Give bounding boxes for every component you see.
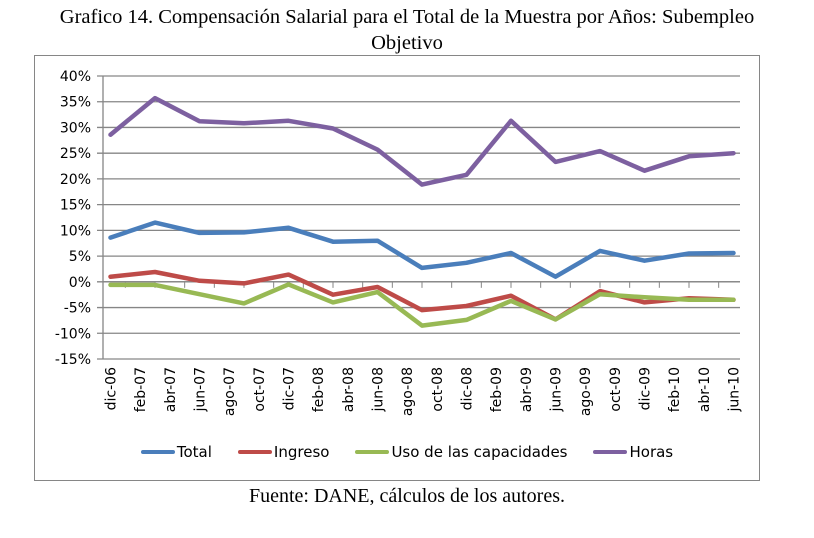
legend-swatch (355, 450, 390, 454)
x-tick-label: ago-08 (400, 367, 416, 416)
legend-item: Ingreso (237, 443, 330, 461)
figure-title-line1: Grafico 14. Compensación Salarial para e… (59, 6, 755, 28)
y-tick-label: 15% (60, 198, 91, 214)
x-tick-label: oct-09 (608, 367, 624, 412)
x-tick-label: dic-07 (282, 367, 298, 410)
x-tick-label: ago-09 (578, 367, 594, 416)
figure-title-line2: Objetivo (371, 32, 443, 54)
series-line-ingreso (108, 269, 736, 322)
x-tick-label: jun-08 (371, 367, 387, 413)
x-tick-label: abr-10 (697, 367, 713, 412)
legend-swatch (593, 450, 628, 454)
legend-item: Uso de las capacidades (355, 443, 567, 461)
series-lines (108, 95, 736, 328)
x-tick-label: feb-07 (133, 367, 149, 412)
x-axis-tick-labels: dic-06 feb-07 abr-07 jun-07 ago-07 oct-07 dic-… (104, 367, 743, 416)
chart-frame (34, 55, 760, 481)
y-tick-label: 5% (69, 249, 91, 265)
y-tick-label: -10% (55, 326, 91, 342)
figure-title: Grafico 14. Compensación Salarial para e… (0, 4, 814, 56)
legend-swatch (237, 450, 272, 454)
x-tick-label: jun-07 (193, 367, 209, 413)
legend-swatch (140, 450, 175, 454)
x-tick-label: abr-07 (163, 367, 179, 412)
legend-item: Total (140, 443, 212, 461)
y-axis-tick-labels: -15% -10% -5% 0% 5% 10% 15% 20% 25% 30% 35% 40% (55, 69, 91, 368)
x-tick-label: dic-06 (104, 367, 120, 410)
series-line-horas (108, 95, 736, 187)
y-tick-label: 10% (60, 223, 91, 239)
x-tick-label: abr-08 (341, 367, 357, 412)
series-line-total (108, 220, 736, 279)
x-tick-label: feb-09 (489, 367, 505, 412)
x-tick-label: feb-08 (311, 367, 327, 412)
x-tick-label: abr-09 (519, 367, 535, 412)
x-tick-label: ago-07 (222, 367, 238, 416)
legend-label: Total (176, 443, 212, 461)
y-tick-label: 30% (60, 120, 91, 136)
x-tick-label: oct-08 (430, 367, 446, 412)
y-tick-label: -15% (55, 352, 91, 368)
y-tick-label: 20% (60, 172, 91, 188)
x-tick-label: feb-10 (667, 367, 683, 412)
y-tick-label: 25% (60, 146, 91, 162)
legend-label: Uso de las capacidades (391, 443, 568, 461)
x-tick-label: jun-09 (549, 367, 565, 413)
legend-item: Horas (593, 443, 673, 461)
x-tick-label: jun-10 (727, 367, 743, 413)
source-note: Fuente: DANE, cálculos de los autores. (248, 485, 566, 507)
x-tick-label: oct-07 (252, 367, 268, 412)
legend-label: Ingreso (273, 443, 330, 461)
legend-label: Horas (629, 443, 674, 461)
legend: Total Ingreso Uso de las capacidades Horas (0, 443, 814, 461)
x-tick-label: dic-09 (638, 367, 654, 410)
y-tick-label: -5% (64, 301, 91, 317)
x-tick-label: dic-08 (460, 367, 476, 410)
y-tick-label: 40% (60, 69, 91, 85)
y-tick-label: 0% (69, 275, 91, 291)
y-tick-label: 35% (60, 95, 91, 111)
series-line-uso-de-las-capacidades (108, 282, 736, 328)
